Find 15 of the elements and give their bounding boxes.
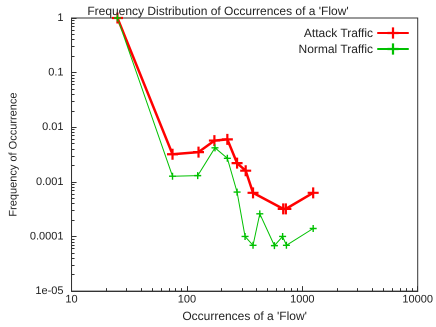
y-axis-title: Frequency of Occurrence (8, 92, 20, 217)
y-tick-label: 1e-05 (35, 285, 64, 298)
chart-title: Frequency Distribution of Occurrences of a 'Flow' (87, 4, 349, 18)
y-tick-label: 0.0001 (30, 230, 64, 242)
y-tick-label: 0.01 (42, 121, 64, 134)
y-tick-label: 0.1 (48, 66, 64, 79)
x-tick-label: 10000 (402, 294, 434, 306)
y-tick-label: 1 (57, 12, 64, 24)
legend-label: Normal Traffic (298, 42, 373, 56)
x-tick-label: 100 (178, 294, 196, 306)
x-axis-title: Occurrences of a 'Flow' (182, 309, 307, 323)
x-tick-label: 10 (65, 294, 78, 306)
x-tick-label: 1000 (290, 294, 315, 306)
y-tick-label: 0.001 (36, 176, 64, 188)
legend-label: Attack Traffic (304, 26, 373, 40)
